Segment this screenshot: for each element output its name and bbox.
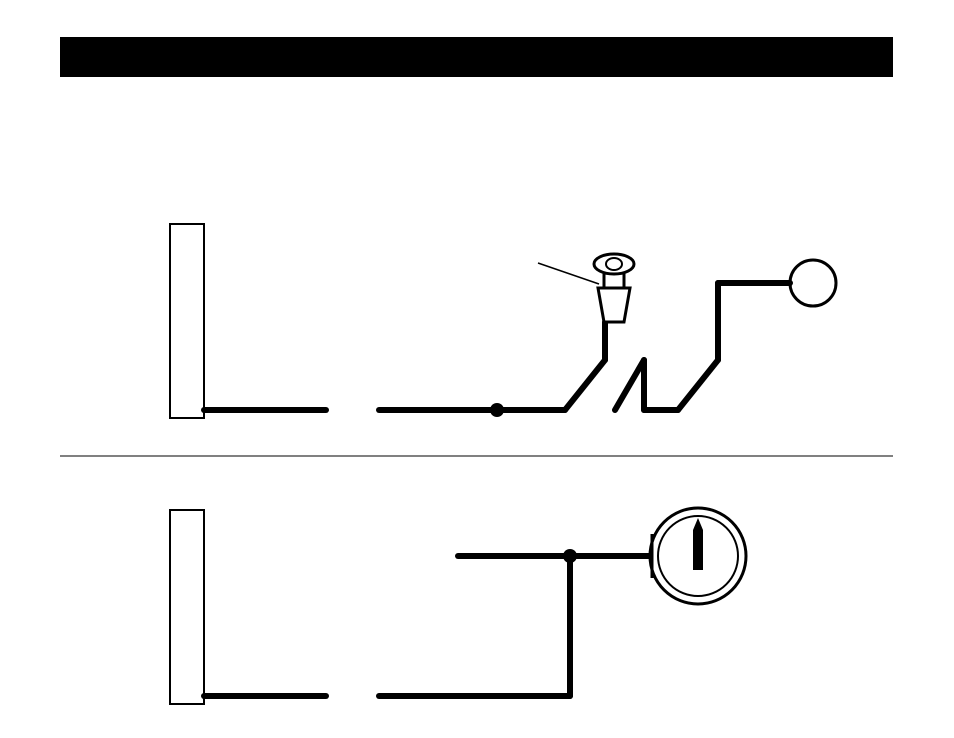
gauge-needle bbox=[693, 530, 703, 570]
top-pipe bbox=[615, 360, 644, 410]
bottom-tee-joint bbox=[563, 549, 577, 563]
top-pipe bbox=[565, 360, 605, 410]
top-tee-joint bbox=[490, 403, 504, 417]
top-unit-rect bbox=[170, 224, 204, 418]
top-pipe bbox=[678, 360, 718, 410]
diagram-canvas bbox=[0, 0, 954, 738]
diagram-svg bbox=[0, 0, 954, 738]
bottom-unit-rect bbox=[170, 510, 204, 704]
valve-body bbox=[598, 288, 630, 322]
top-terminal-circle bbox=[790, 260, 836, 306]
valve-leader-line bbox=[538, 263, 599, 284]
header-bar bbox=[60, 37, 893, 77]
